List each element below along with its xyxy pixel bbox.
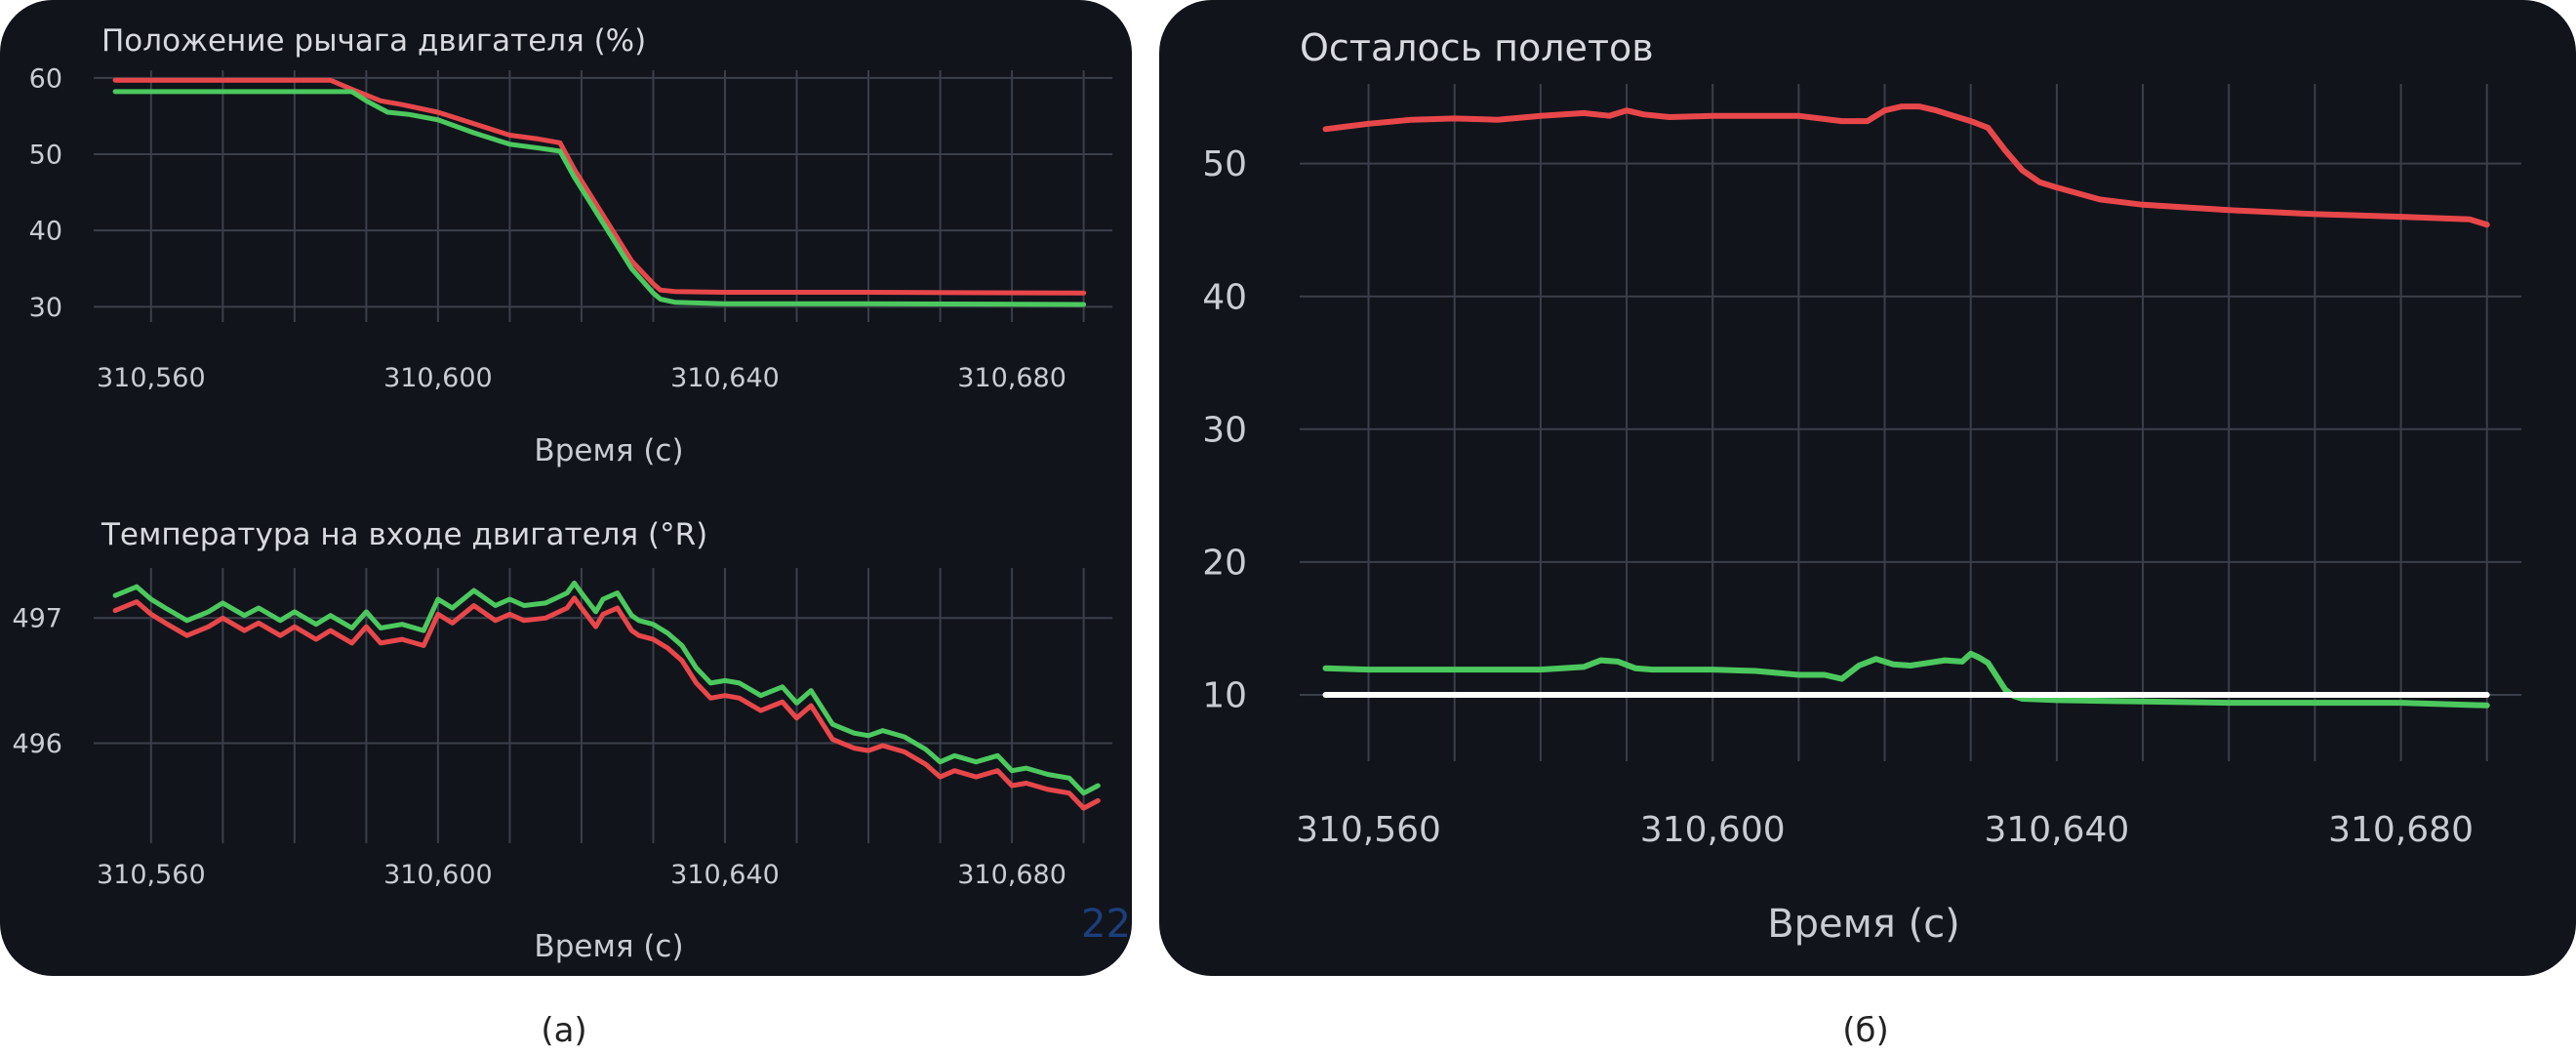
series-line-red xyxy=(112,595,1101,811)
series-line-red xyxy=(1322,103,2490,228)
x-axis-label: Время (с) xyxy=(534,433,683,468)
y-tick-label: 40 xyxy=(29,217,62,247)
x-tick-label: 310,600 xyxy=(383,860,493,890)
chart-title: Температура на входе двигателя (°R) xyxy=(101,517,707,552)
panel-b: Осталось полетов Время (с) 10 20 30 40 50 310… xyxy=(1159,0,2576,976)
page-number: 22 xyxy=(1081,902,1131,947)
x-axis-label: Время (с) xyxy=(534,929,683,964)
y-tick-label: 30 xyxy=(29,293,62,323)
series-line-green xyxy=(112,89,1087,307)
x-tick-label: 310,560 xyxy=(1296,810,1441,850)
x-tick-label: 310,680 xyxy=(2328,810,2474,850)
y-tick-label: 20 xyxy=(1202,543,1247,583)
chart-plot-0: 30 40 50 60 310,560 310,600 310,640 310,680 xyxy=(29,63,1112,393)
x-tick-label: 310,560 xyxy=(97,860,206,890)
x-tick-label: 310,640 xyxy=(1984,810,2129,850)
x-tick-label: 310,640 xyxy=(670,363,780,393)
y-tick-label: 496 xyxy=(12,729,62,759)
left-charts-svg: Положение рычага двигателя (%) Время (с)… xyxy=(12,23,1112,964)
x-tick-label: 310,600 xyxy=(1640,810,1786,850)
y-tick-label: 50 xyxy=(29,140,62,170)
y-tick-label: 60 xyxy=(29,63,62,94)
series-line-red xyxy=(112,77,1087,296)
y-tick-label: 50 xyxy=(1202,144,1247,184)
chart-title: Положение рычага двигателя (%) xyxy=(101,23,646,59)
x-tick-label: 310,560 xyxy=(97,363,206,393)
caption-b: (б) xyxy=(1842,1011,1889,1050)
chart-plot-2: 10 20 30 40 50 310,560 310,600 310,640 310,680 xyxy=(1202,84,2521,850)
caption-a: (а) xyxy=(541,1011,587,1050)
chart-title: Осталось полетов xyxy=(1300,26,1654,69)
x-axis-label: Время (с) xyxy=(1767,902,1960,947)
series-line-green xyxy=(1322,650,2490,709)
y-tick-label: 30 xyxy=(1202,410,1247,450)
y-tick-label: 10 xyxy=(1202,676,1247,716)
x-tick-label: 310,600 xyxy=(383,363,493,393)
panel-a: Положение рычага двигателя (%) Время (с)… xyxy=(0,0,1132,976)
series-line-green xyxy=(112,580,1101,796)
x-tick-label: 310,640 xyxy=(670,860,780,890)
x-tick-label: 310,680 xyxy=(957,363,1067,393)
x-tick-label: 310,680 xyxy=(957,860,1067,890)
y-tick-label: 40 xyxy=(1202,277,1247,317)
chart-plot-1: 496 497 310,560 310,600 310,640 310,680 xyxy=(12,568,1112,890)
y-tick-label: 497 xyxy=(12,604,62,634)
right-chart-svg: Осталось полетов Время (с) 10 20 30 40 50 310… xyxy=(1202,26,2521,947)
